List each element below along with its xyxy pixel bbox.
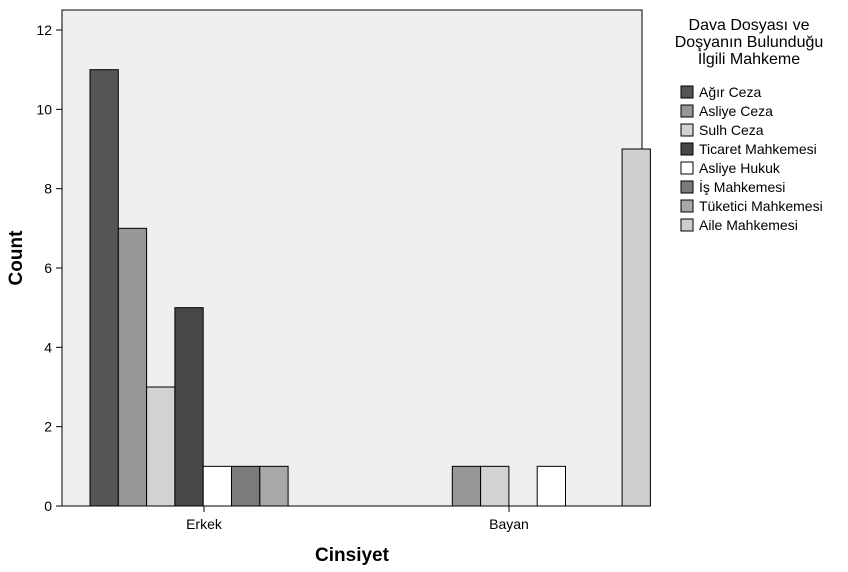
- legend-label: Asliye Ceza: [699, 103, 773, 119]
- legend-label: Tüketici Mahkemesi: [699, 198, 823, 214]
- legend-label: Sulh Ceza: [699, 122, 764, 138]
- bar-erkek-2: [146, 386, 176, 507]
- legend-swatch: [680, 180, 694, 194]
- legend-swatch: [680, 142, 694, 156]
- y-axis: 0 2 4 6 8 10 12: [36, 22, 62, 514]
- bar-bayan-2: [480, 465, 510, 507]
- y-tick-label: 6: [44, 260, 52, 276]
- x-tick-label-erkek: Erkek: [186, 516, 223, 532]
- y-tick-label: 4: [44, 339, 52, 355]
- legend-swatch: [680, 85, 694, 99]
- legend-label: Ağır Ceza: [699, 84, 761, 100]
- bar-bayan-7: [621, 148, 651, 507]
- legend-title-line: İlgili Mahkeme: [698, 49, 800, 68]
- bar-erkek-3: [174, 307, 204, 507]
- y-tick-label: 2: [44, 419, 52, 435]
- bar-bayan-4: [536, 465, 567, 507]
- x-axis: Erkek Bayan: [186, 506, 529, 532]
- legend-swatch: [680, 218, 694, 232]
- bar-bayan-1: [451, 465, 482, 507]
- legend-swatch: [680, 104, 694, 118]
- bar-erkek-5: [231, 465, 261, 507]
- x-tick-label-bayan: Bayan: [489, 516, 529, 532]
- legend-label: Aile Mahkemesi: [699, 217, 798, 233]
- legend-swatch: [680, 161, 694, 175]
- y-tick-label: 10: [36, 101, 52, 117]
- bar-erkek-4: [202, 465, 232, 507]
- bar-erkek-0: [89, 69, 119, 507]
- y-tick-label: 0: [44, 498, 52, 514]
- y-tick-label: 8: [44, 181, 52, 197]
- legend-swatch: [680, 123, 694, 137]
- legend-label: Ticaret Mahkemesi: [699, 141, 817, 157]
- bar-erkek-1: [117, 227, 148, 507]
- y-axis-title: Count: [6, 230, 27, 286]
- legend-label: Asliye Hukuk: [699, 160, 781, 176]
- legend-title-line: Doşyanın Bulunduğu: [675, 34, 824, 51]
- x-axis-title: Cinsiyet: [315, 545, 390, 566]
- legend-swatch: [680, 199, 694, 213]
- y-tick-label: 12: [36, 22, 52, 38]
- legend-label: İş Mahkemesi: [699, 178, 785, 195]
- bar-erkek-6: [259, 465, 289, 507]
- legend-title-line: Dava Dosyası ve: [689, 17, 810, 34]
- bars-group: [89, 69, 651, 507]
